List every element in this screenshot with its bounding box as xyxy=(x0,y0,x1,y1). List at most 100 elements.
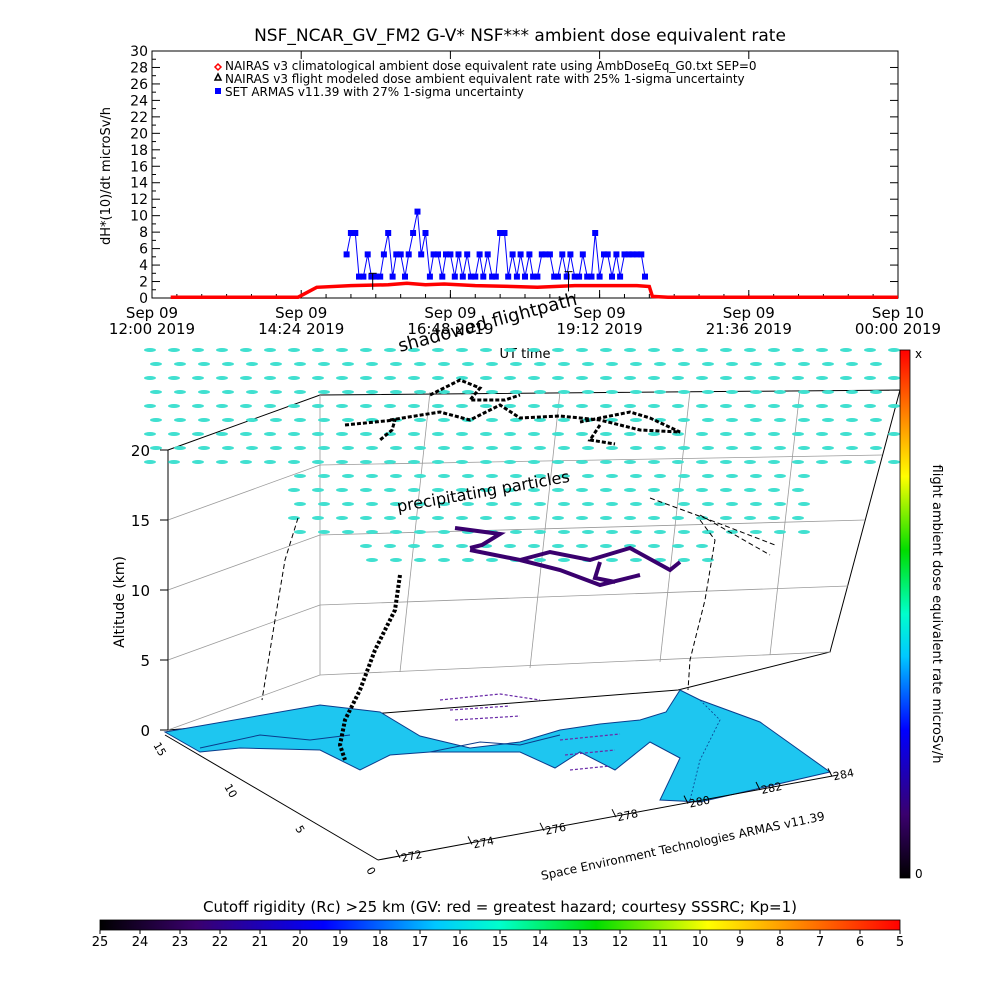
particle-mark xyxy=(672,460,684,464)
series-point-armas xyxy=(571,273,578,280)
particle-mark xyxy=(624,488,636,492)
particle-mark xyxy=(462,474,474,478)
particle-mark xyxy=(240,460,252,464)
particle-mark xyxy=(672,516,684,520)
particle-mark xyxy=(702,390,714,394)
particle-mark xyxy=(720,488,732,492)
series-point-armas xyxy=(389,273,396,280)
particle-mark xyxy=(168,432,180,436)
particle-mark xyxy=(510,362,522,366)
particle-mark xyxy=(672,544,684,548)
particle-mark xyxy=(414,474,426,478)
particle-mark xyxy=(222,418,234,422)
particle-mark xyxy=(240,348,252,352)
particle-mark xyxy=(318,474,330,478)
particle-mark xyxy=(726,446,738,450)
colorbar-tick-label: 18 xyxy=(372,935,389,950)
particle-mark xyxy=(504,488,516,492)
series-point-armas xyxy=(402,273,408,280)
legend-item-nairas-climatological: NAIRAS v3 climatological ambient dose eq… xyxy=(213,59,757,73)
particle-mark xyxy=(846,418,858,422)
colorbar-tick-label: 5 xyxy=(896,935,904,950)
particle-mark xyxy=(744,348,756,352)
particle-mark xyxy=(366,446,378,450)
x-tick-label-time: 14:24 2019 xyxy=(258,320,344,338)
particle-mark xyxy=(600,376,612,380)
particle-mark xyxy=(726,474,738,478)
particle-mark xyxy=(534,418,546,422)
precipitating-particles-grid xyxy=(144,348,900,562)
x-tick-label-time: 16:48 2019 xyxy=(407,320,493,338)
particle-mark xyxy=(576,516,588,520)
particle-mark xyxy=(312,460,324,464)
particle-mark xyxy=(528,348,540,352)
particle-mark xyxy=(558,558,570,562)
particle-mark xyxy=(462,390,474,394)
colorbar-tick-label: 10 xyxy=(692,935,709,950)
colorbar-tick-label: 9 xyxy=(736,935,744,950)
particle-mark xyxy=(294,502,306,506)
shadowed-flightpath-line xyxy=(344,378,681,446)
particle-mark xyxy=(534,390,546,394)
particle-mark xyxy=(318,418,330,422)
particle-mark xyxy=(486,558,498,562)
particle-mark xyxy=(792,348,804,352)
series-point-armas xyxy=(356,273,362,280)
longitude-tick-label: 284 xyxy=(832,766,855,783)
series-point-armas xyxy=(467,273,474,280)
series-point-armas xyxy=(459,273,466,280)
particle-mark xyxy=(384,376,396,380)
particle-mark xyxy=(414,390,426,394)
series-point-armas xyxy=(584,273,591,280)
colorbar-tick-label: 23 xyxy=(172,935,189,950)
particle-mark xyxy=(582,530,594,534)
y-tick-label: 8 xyxy=(139,225,148,241)
particle-mark xyxy=(534,446,546,450)
particle-mark xyxy=(726,418,738,422)
latitude-axis-line xyxy=(164,734,379,861)
particle-mark xyxy=(840,432,852,436)
particle-mark xyxy=(774,530,786,534)
series-point-armas xyxy=(501,230,508,236)
particle-mark xyxy=(552,460,564,464)
particle-mark xyxy=(840,404,852,408)
particle-mark xyxy=(720,404,732,408)
particle-mark xyxy=(552,348,564,352)
particle-mark xyxy=(480,432,492,436)
particle-mark xyxy=(318,502,330,506)
particle-mark xyxy=(342,446,354,450)
particle-mark xyxy=(144,432,156,436)
particle-mark xyxy=(696,432,708,436)
particle-mark xyxy=(408,404,420,408)
series-point-armas xyxy=(563,273,570,280)
particle-mark xyxy=(744,516,756,520)
particle-mark xyxy=(408,376,420,380)
legend-square-icon xyxy=(215,88,221,94)
series-point-armas xyxy=(439,273,446,280)
colorbar-tick-label: 14 xyxy=(532,935,549,950)
particle-mark xyxy=(336,488,348,492)
particle-mark xyxy=(726,390,738,394)
particle-mark xyxy=(552,544,564,548)
particle-mark xyxy=(744,488,756,492)
particle-mark xyxy=(678,418,690,422)
series-point-armas xyxy=(455,251,462,258)
series-point-armas xyxy=(360,273,367,280)
longitude-tick-label: 276 xyxy=(544,821,567,838)
latitude-tick-label: 15 xyxy=(150,740,168,759)
series-layer xyxy=(170,208,898,299)
particle-mark xyxy=(576,460,588,464)
x-tick-label-date: Sep 09 xyxy=(126,304,178,322)
particle-mark xyxy=(870,390,882,394)
particle-mark xyxy=(504,516,516,520)
particle-mark xyxy=(150,446,162,450)
particle-mark xyxy=(192,376,204,380)
particle-mark xyxy=(432,460,444,464)
series-point-armas xyxy=(422,230,429,236)
particle-mark xyxy=(414,502,426,506)
particle-mark xyxy=(870,446,882,450)
particle-mark xyxy=(480,488,492,492)
series-point-armas xyxy=(642,273,648,280)
series-point-armas xyxy=(621,251,628,258)
altitude-tick-label: 5 xyxy=(140,652,150,670)
